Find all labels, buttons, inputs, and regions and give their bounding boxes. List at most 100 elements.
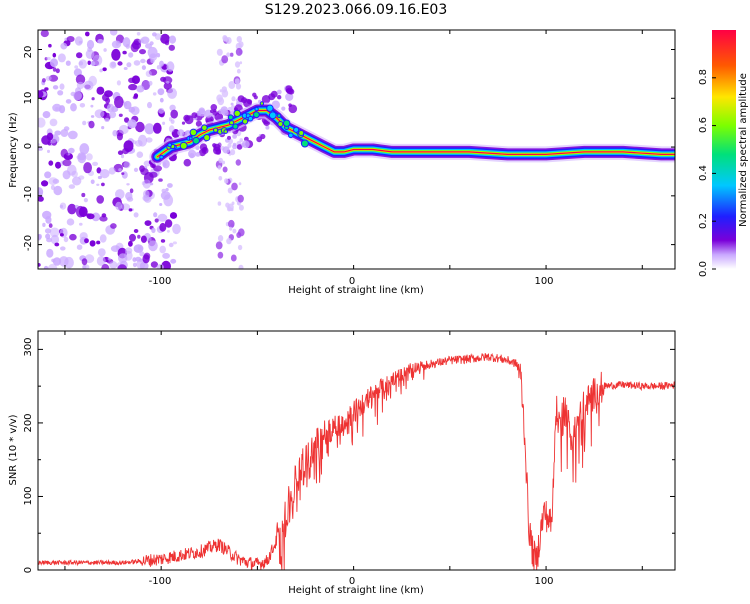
noise-blob <box>75 74 86 85</box>
noise-blob <box>120 154 125 159</box>
noise-blob <box>137 134 148 147</box>
noise-blob <box>139 261 149 269</box>
noise-blob <box>202 147 208 153</box>
noise-blob <box>79 103 86 108</box>
noise-blob <box>103 48 107 52</box>
noise-blob <box>46 237 53 243</box>
noise-blob <box>123 161 131 169</box>
noise-blob <box>43 265 49 269</box>
noise-blob <box>229 52 234 57</box>
noise-blob <box>129 233 136 242</box>
noise-blob <box>140 235 147 243</box>
noise-blob <box>129 188 134 194</box>
noise-blob <box>230 102 234 106</box>
noise-blob <box>218 109 224 115</box>
noise-blob <box>50 234 60 245</box>
noise-blob <box>44 171 52 179</box>
noise-blob <box>110 30 118 36</box>
noise-blob <box>128 208 133 212</box>
noise-blob <box>81 258 88 266</box>
noise-blob <box>159 60 164 67</box>
noise-blob <box>55 161 62 169</box>
noise-blob <box>101 213 107 218</box>
noise-blob <box>109 61 117 69</box>
noise-blob <box>170 109 178 119</box>
noise-blob <box>96 86 105 95</box>
noise-blob <box>213 146 221 155</box>
noise-blob <box>162 252 171 259</box>
noise-blob <box>136 32 141 36</box>
ridge-bead <box>298 130 305 136</box>
noise-blob <box>219 89 223 93</box>
noise-blob <box>153 212 158 218</box>
noise-blob <box>54 242 60 247</box>
noise-blob <box>167 87 178 99</box>
noise-blob <box>99 68 103 73</box>
noise-blob <box>221 160 226 165</box>
noise-blob <box>166 81 170 84</box>
noise-blob <box>115 201 123 211</box>
noise-blob <box>126 62 132 68</box>
noise-blob <box>116 132 123 141</box>
colorbar-tick-label: 0.0 <box>698 261 709 277</box>
noise-blob <box>140 58 146 64</box>
noise-blob <box>128 106 136 113</box>
noise-blob <box>227 187 233 194</box>
noise-blob <box>162 162 167 168</box>
ridge-bead <box>247 115 254 122</box>
noise-blob <box>122 37 131 48</box>
noise-blob <box>123 140 134 153</box>
noise-blob <box>218 176 223 181</box>
noise-blob <box>46 132 54 141</box>
noise-blob <box>38 196 44 202</box>
noise-blob <box>228 81 236 89</box>
noise-blob <box>48 223 53 228</box>
noise-blob <box>46 248 54 258</box>
noise-blob <box>85 49 95 59</box>
noise-blob <box>92 54 103 66</box>
noise-blob <box>224 178 229 184</box>
noise-blob <box>118 124 129 135</box>
ridge-bead <box>233 109 241 118</box>
noise-blob <box>71 170 78 178</box>
noise-blob <box>97 39 104 44</box>
noise-blob <box>238 204 244 211</box>
noise-blob <box>133 93 139 99</box>
ridge-bead <box>179 141 188 150</box>
noise-blob <box>118 113 123 118</box>
noise-blob <box>112 130 118 137</box>
noise-blob <box>156 264 164 269</box>
noise-blob <box>67 130 78 140</box>
y-tick-label: 100 <box>23 486 34 505</box>
noise-blob <box>90 104 94 108</box>
noise-blob <box>164 40 170 46</box>
noise-blob <box>135 121 145 133</box>
noise-blob <box>166 61 175 72</box>
noise-blob <box>172 241 177 245</box>
noise-blob <box>151 227 156 233</box>
snr-panel: -100 0 100 Height of straight line (km) … <box>8 330 676 596</box>
noise-blob <box>65 60 71 66</box>
noise-blob <box>144 123 155 135</box>
noise-blob <box>84 238 89 244</box>
spectrogram-x-axis-label: Height of straight line (km) <box>288 285 424 296</box>
noise-blob <box>128 52 134 58</box>
noise-blob <box>191 112 198 119</box>
noise-blob <box>63 236 69 243</box>
noise-blob <box>285 92 294 101</box>
noise-blob <box>116 80 121 86</box>
noise-blob <box>221 86 227 93</box>
noise-blob <box>156 53 161 58</box>
noise-blob <box>96 256 106 266</box>
noise-blob <box>236 68 241 74</box>
colorbar-tick-label: 0.4 <box>698 165 709 181</box>
colorbar: 0.0 0.2 0.4 0.6 0.8 Normalized spectral … <box>698 30 749 277</box>
noise-blob <box>277 95 282 100</box>
noise-blob <box>55 107 59 111</box>
noise-blob <box>217 235 224 242</box>
noise-blob <box>101 126 105 130</box>
noise-blob <box>136 151 144 158</box>
noise-blob <box>75 205 85 218</box>
noise-blob <box>162 121 166 126</box>
